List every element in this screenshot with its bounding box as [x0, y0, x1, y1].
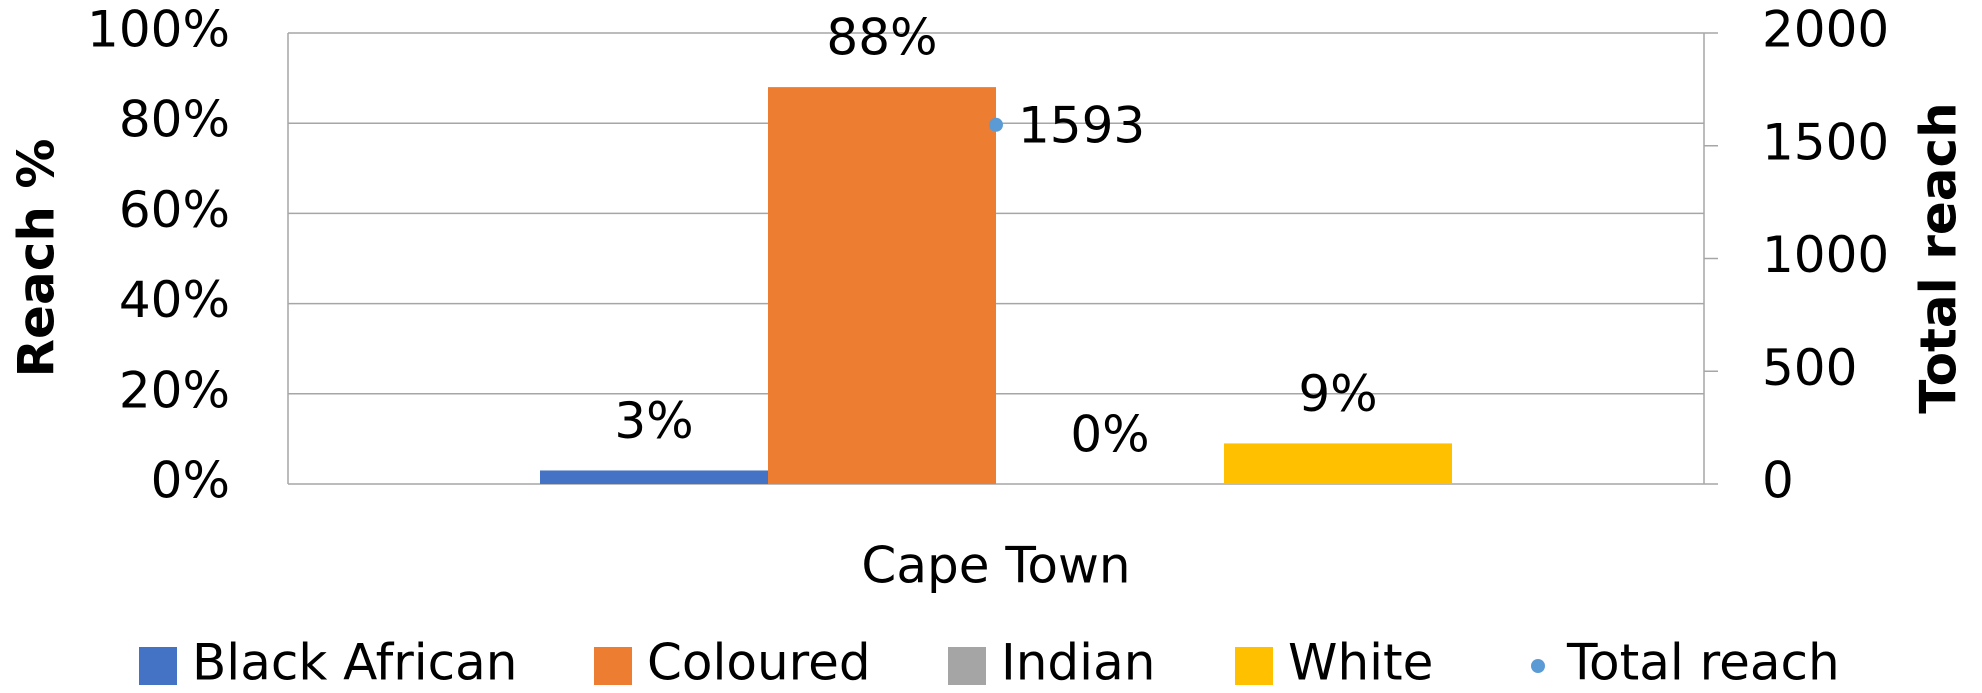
legend-marker	[948, 647, 986, 685]
data-label: 0%	[1070, 406, 1149, 464]
data-label: 1593	[1018, 96, 1145, 154]
bar	[768, 87, 996, 485]
y-axis-title: Reach %	[8, 139, 66, 378]
y-tick-label: 20%	[119, 361, 230, 419]
y2-tick-label: 1500	[1762, 113, 1889, 171]
legend-marker	[1235, 647, 1273, 685]
bar	[1224, 443, 1452, 484]
legend-label: Black African	[192, 634, 517, 692]
legend-label: White	[1288, 634, 1433, 692]
legend-label: Coloured	[647, 634, 871, 692]
y-tick-label: 80%	[119, 91, 230, 149]
data-label: 88%	[826, 9, 937, 67]
legend-label: Indian	[1001, 634, 1155, 692]
legend-marker	[139, 647, 177, 685]
point	[989, 117, 1003, 132]
x-tick-label: Cape Town	[861, 537, 1130, 595]
data-label: 9%	[1298, 365, 1377, 423]
y2-tick-label: 0	[1762, 452, 1794, 510]
y2-tick-label: 500	[1762, 339, 1857, 397]
legend-marker	[1531, 659, 1545, 673]
legend-label: Total reach	[1566, 634, 1840, 692]
y2-tick-label: 2000	[1762, 1, 1889, 59]
legend-marker	[594, 647, 632, 685]
y2-tick-label: 1000	[1762, 226, 1889, 284]
y2-axis-title: Total reach	[1910, 102, 1968, 414]
y-tick-label: 40%	[119, 271, 230, 329]
y-tick-label: 60%	[119, 181, 230, 239]
data-label: 3%	[614, 392, 693, 450]
y-tick-label: 100%	[87, 1, 230, 59]
bar	[540, 470, 768, 484]
y-tick-label: 0%	[151, 452, 230, 510]
